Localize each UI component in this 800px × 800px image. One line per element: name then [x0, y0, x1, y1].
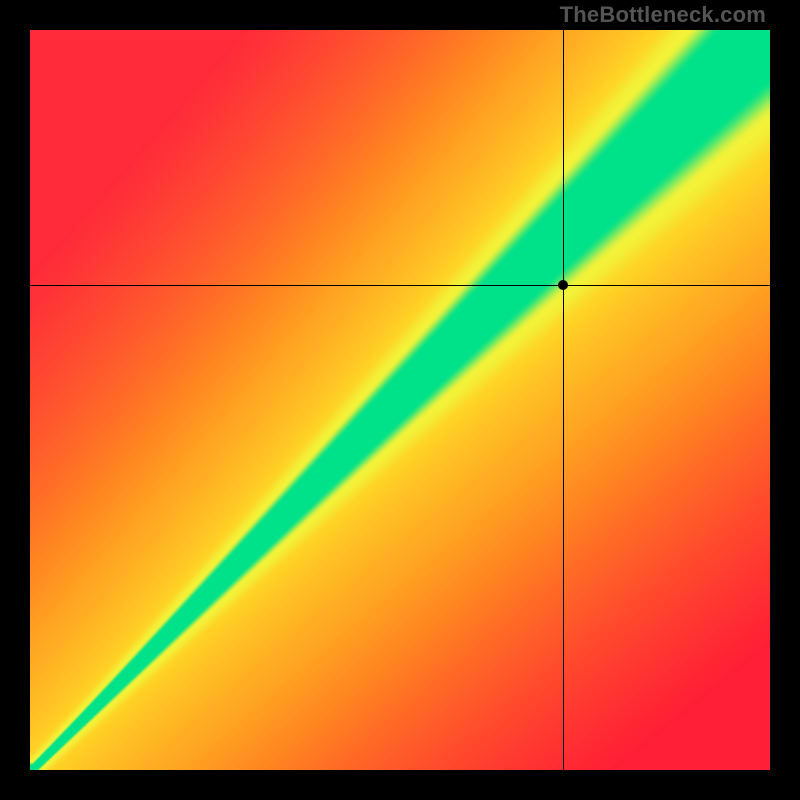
crosshair-vertical — [563, 30, 564, 770]
bottleneck-heatmap-canvas — [30, 30, 770, 770]
plot-area — [30, 30, 770, 770]
watermark-text: TheBottleneck.com — [560, 2, 766, 28]
crosshair-marker — [558, 280, 568, 290]
crosshair-horizontal — [30, 285, 770, 286]
